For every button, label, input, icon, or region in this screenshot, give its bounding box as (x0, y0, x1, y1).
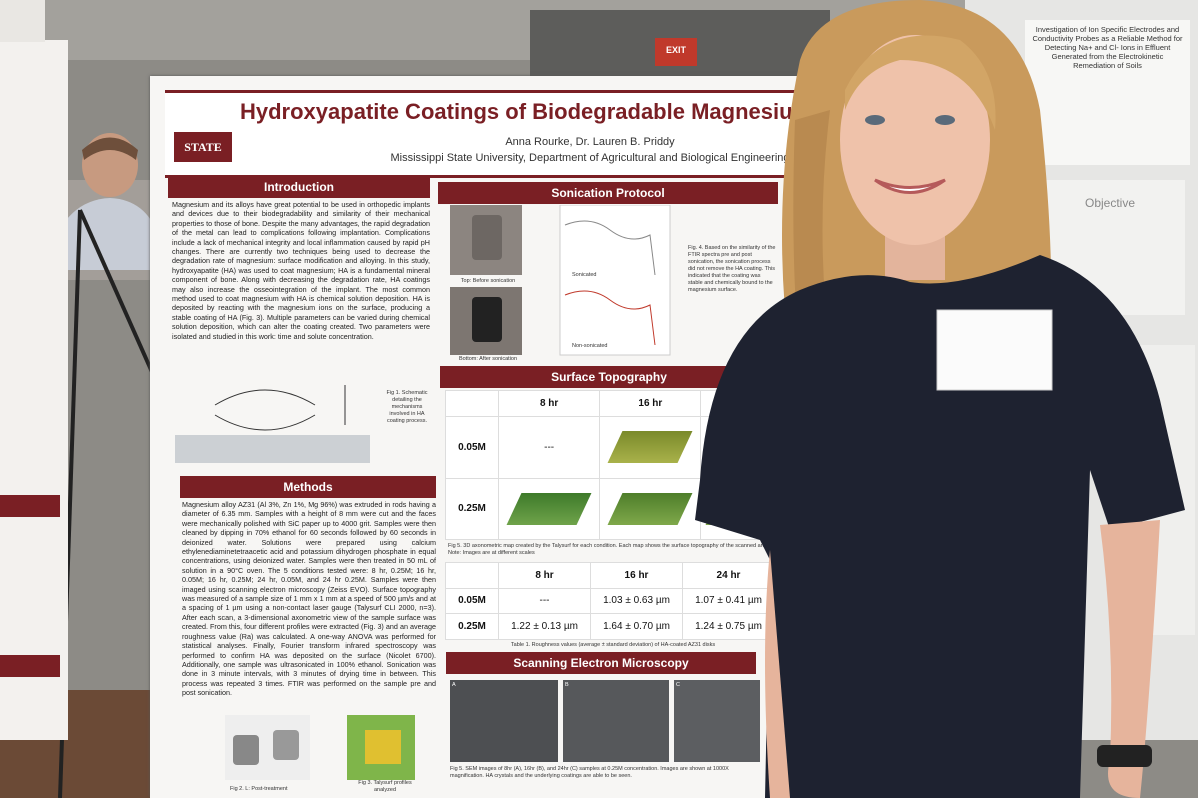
row-header: 0.25M (445, 613, 499, 640)
sonication-figures (450, 205, 671, 356)
panel-label: B (565, 682, 569, 688)
university-logo: STATE (174, 132, 232, 162)
row-header: 0.25M (445, 477, 499, 540)
sem-image (563, 680, 669, 762)
roughness-table: 8 hr 16 hr 24 hr 0.05M --- 1.03 ± 0.63 µ… (445, 562, 775, 640)
row-header: 0.05M (445, 587, 499, 615)
section-heading: Scanning Electron Microscopy (446, 652, 756, 674)
column-header: 16 hr (599, 390, 702, 417)
image-caption: Bottom: After sonication (458, 356, 518, 362)
table-cell: 1.24 ± 0.75 µm (682, 613, 775, 640)
section-text: Magnesium alloy AZ31 (Al 3%, Zn 1%, Mg 9… (182, 500, 436, 698)
section-heading: Methods (180, 476, 436, 498)
poster-title: Hydroxyapatite Coatings of Biodegradable… (240, 99, 813, 124)
spectrum-label: Sonicated (572, 272, 597, 278)
column-header: 8 hr (497, 390, 601, 417)
figure-caption: Fig 1. Schematic detailing the mechanism… (386, 390, 428, 424)
section-text: Magnesium and its alloys have great pote… (172, 200, 430, 341)
name-badge (936, 309, 1053, 391)
image-caption: Top: Before sonication (460, 278, 516, 284)
table-cell: 1.22 ± 0.13 µm (498, 613, 591, 640)
poster-banner (165, 90, 830, 178)
surface-map (599, 477, 702, 540)
poster-authors: Anna Rourke, Dr. Lauren B. Priddy (505, 136, 675, 148)
background-poster-title: Investigation of Ion Specific Electrodes… (1032, 25, 1183, 70)
table-cell: 1.07 ± 0.41 µm (682, 587, 775, 615)
schematic (175, 385, 370, 463)
sem-image (450, 680, 558, 762)
spectrum-label: Non-sonicated (572, 343, 608, 349)
figure-caption: Fig 2. L: Post-treatment (230, 786, 288, 792)
figure-caption: Fig. 4. Based on the similarity of the F… (688, 245, 776, 293)
method-figures (225, 715, 415, 780)
section-heading: Introduction (168, 176, 430, 198)
figure-caption: Fig 5. SEM images of 8hr (A), 16hr (B), … (450, 766, 729, 779)
table-cell: 1.64 ± 0.70 µm (590, 613, 683, 640)
background-poster-heading: Objective (1084, 196, 1136, 210)
column-header: 24 hr (682, 562, 775, 589)
figure-caption: Fig 3. Talysurf profiles analyzed (358, 780, 412, 793)
exit-sign (655, 38, 697, 66)
column-header: 16 hr (590, 562, 683, 589)
table-caption: Table 1. Roughness values (average ± sta… (510, 642, 716, 648)
section-heading: Surface Topography (440, 366, 778, 388)
poster-affiliation: Mississippi State University, Department… (390, 152, 790, 164)
section-heading: Sonication Protocol (438, 182, 778, 204)
panel-label: A (452, 682, 456, 688)
surface-map (497, 477, 601, 540)
table-cell: --- (497, 416, 601, 479)
figure-caption: Fig 5. 3D axonometric map created by the… (448, 543, 771, 556)
exit-text: EXIT (665, 45, 686, 55)
surface-map (599, 416, 702, 479)
sem-image (674, 680, 760, 762)
panel-label: C (676, 682, 680, 688)
